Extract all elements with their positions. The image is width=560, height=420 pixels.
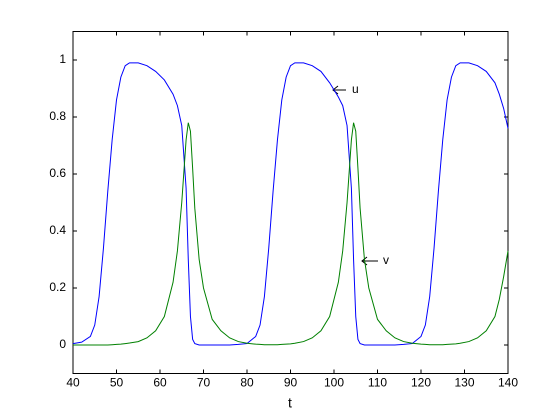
series-line xyxy=(73,122,509,346)
y-tick-label: 0.8 xyxy=(49,109,66,123)
x-tick-label: 120 xyxy=(411,376,431,390)
y-tick-label: 1 xyxy=(59,52,66,66)
x-tick-label: 50 xyxy=(110,376,124,390)
x-tick-label: 140 xyxy=(498,376,518,390)
y-tick-label: 0.4 xyxy=(49,223,66,237)
x-tick-label: 100 xyxy=(324,376,344,390)
axes-box xyxy=(72,31,509,374)
arrow-head xyxy=(332,85,339,95)
x-tick-label: 110 xyxy=(368,376,387,390)
x-tick-label: 60 xyxy=(153,376,167,390)
y-tick-label: 0.2 xyxy=(49,280,66,294)
y-tick-label: 0 xyxy=(59,337,66,351)
series-line xyxy=(72,62,509,346)
x-tick-label: 80 xyxy=(240,376,254,390)
x-tick-label: 130 xyxy=(454,376,474,390)
u-annotation: u xyxy=(332,82,359,96)
x-axis-label: t xyxy=(288,395,292,411)
x-tick-label: 70 xyxy=(197,376,211,390)
x-tick-label: 90 xyxy=(284,376,298,390)
x-tick-label: 40 xyxy=(66,376,80,390)
annotation: u xyxy=(352,82,359,96)
annotation: v xyxy=(383,253,389,267)
y-tick-label: 0.6 xyxy=(49,166,66,180)
